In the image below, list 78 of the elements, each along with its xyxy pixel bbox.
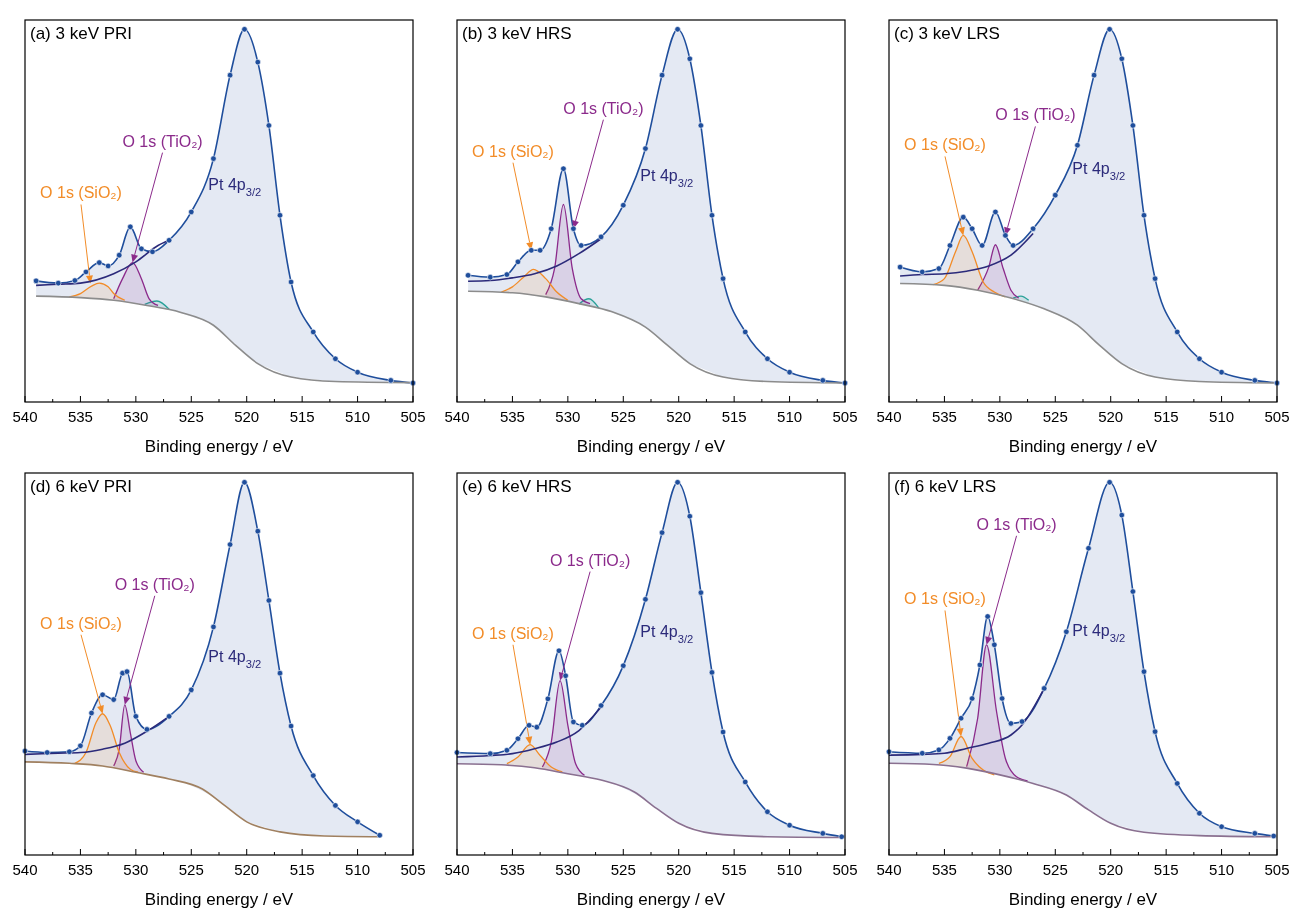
x-axis-title: Binding energy / eV bbox=[576, 890, 726, 909]
x-tick-label: 530 bbox=[123, 861, 149, 878]
x-axis-title: Binding energy / eV bbox=[576, 437, 726, 456]
annotation: Pt 4p$_{3/2}$ bbox=[640, 166, 694, 189]
x-tick-label: 525 bbox=[1042, 861, 1068, 878]
annotation: Pt 4p$_{3/2}$ bbox=[640, 622, 694, 645]
x-tick-label: 515 bbox=[1153, 861, 1179, 878]
x-tick-label: 515 bbox=[289, 861, 315, 878]
chart-title: (a) 3 keV PRI bbox=[30, 24, 133, 43]
x-tick-label: 510 bbox=[777, 408, 803, 425]
x-tick-label: 510 bbox=[1209, 861, 1235, 878]
x-axis-title: Binding energy / eV bbox=[1008, 890, 1158, 909]
x-tick-label: 520 bbox=[234, 408, 260, 425]
x-tick-label: 505 bbox=[400, 861, 426, 878]
x-tick-label: 505 bbox=[832, 861, 858, 878]
x-tick-label: 515 bbox=[1153, 408, 1179, 425]
x-tick-label: 520 bbox=[1098, 408, 1124, 425]
x-tick-label: 525 bbox=[178, 861, 204, 878]
chart-title: (e) 6 keV HRS bbox=[462, 477, 572, 496]
x-tick-label: 540 bbox=[12, 861, 38, 878]
x-tick-label: 535 bbox=[67, 861, 93, 878]
x-tick-label: 540 bbox=[12, 408, 38, 425]
annotation: O 1s (SiO₂) bbox=[472, 142, 554, 160]
x-tick-label: 505 bbox=[832, 408, 858, 425]
x-tick-label: 510 bbox=[777, 861, 803, 878]
x-tick-label: 505 bbox=[1264, 861, 1290, 878]
x-tick-label: 520 bbox=[234, 861, 260, 878]
x-tick-label: 535 bbox=[499, 408, 525, 425]
x-tick-label: 510 bbox=[345, 408, 371, 425]
x-tick-label: 525 bbox=[178, 408, 204, 425]
x-tick-label: 540 bbox=[444, 408, 470, 425]
annotation: O 1s (SiO₂) bbox=[40, 614, 122, 632]
x-tick-label: 535 bbox=[67, 408, 93, 425]
annotation: O 1s (TiO₂) bbox=[549, 551, 631, 569]
annotation: O 1s (TiO₂) bbox=[114, 575, 195, 593]
chart-title: (c) 3 keV LRS bbox=[894, 24, 1000, 43]
annotation: O 1s (SiO₂) bbox=[472, 624, 554, 642]
x-axis-title: Binding energy / eV bbox=[144, 890, 294, 909]
x-tick-label: 535 bbox=[931, 408, 957, 425]
x-tick-label: 520 bbox=[1098, 861, 1124, 878]
annotation: O 1s (SiO₂) bbox=[40, 184, 122, 202]
x-tick-label: 515 bbox=[721, 408, 747, 425]
annotation: Pt 4p$_{3/2}$ bbox=[208, 648, 262, 671]
annotation: O 1s (SiO₂) bbox=[904, 136, 986, 154]
x-tick-label: 540 bbox=[876, 861, 902, 878]
x-tick-label: 530 bbox=[987, 861, 1013, 878]
x-tick-label: 520 bbox=[666, 861, 692, 878]
x-tick-label: 515 bbox=[721, 861, 747, 878]
chart-title: (f) 6 keV LRS bbox=[894, 477, 997, 496]
x-tick-label: 515 bbox=[289, 408, 315, 425]
x-tick-label: 525 bbox=[610, 408, 636, 425]
chart-title: (d) 6 keV PRI bbox=[30, 477, 133, 496]
annotation: Pt 4p$_{3/2}$ bbox=[1072, 160, 1126, 183]
x-tick-label: 540 bbox=[444, 861, 470, 878]
x-tick-label: 540 bbox=[876, 408, 902, 425]
x-tick-label: 525 bbox=[1042, 408, 1068, 425]
annotation: O 1s (TiO₂) bbox=[563, 99, 644, 117]
x-tick-label: 525 bbox=[610, 861, 636, 878]
annotation: O 1s (TiO₂) bbox=[122, 132, 203, 150]
x-tick-label: 530 bbox=[555, 861, 581, 878]
annotation: O 1s (SiO₂) bbox=[904, 590, 986, 608]
x-tick-label: 520 bbox=[666, 408, 692, 425]
x-axis-title: Binding energy / eV bbox=[144, 437, 294, 456]
x-tick-label: 530 bbox=[123, 408, 149, 425]
x-tick-label: 505 bbox=[400, 408, 426, 425]
chart-title: (b) 3 keV HRS bbox=[462, 24, 572, 43]
x-tick-label: 510 bbox=[345, 861, 371, 878]
x-axis-title: Binding energy / eV bbox=[1008, 437, 1158, 456]
annotation: O 1s (TiO₂) bbox=[995, 106, 1076, 124]
x-tick-label: 535 bbox=[931, 861, 957, 878]
annotation: Pt 4p$_{3/2}$ bbox=[1072, 621, 1126, 644]
x-tick-label: 530 bbox=[987, 408, 1013, 425]
x-tick-label: 530 bbox=[555, 408, 581, 425]
x-tick-label: 505 bbox=[1264, 408, 1290, 425]
x-tick-label: 510 bbox=[1209, 408, 1235, 425]
x-tick-label: 535 bbox=[499, 861, 525, 878]
annotation: Pt 4p$_{3/2}$ bbox=[208, 175, 262, 198]
annotation: O 1s (TiO₂) bbox=[976, 515, 1057, 533]
